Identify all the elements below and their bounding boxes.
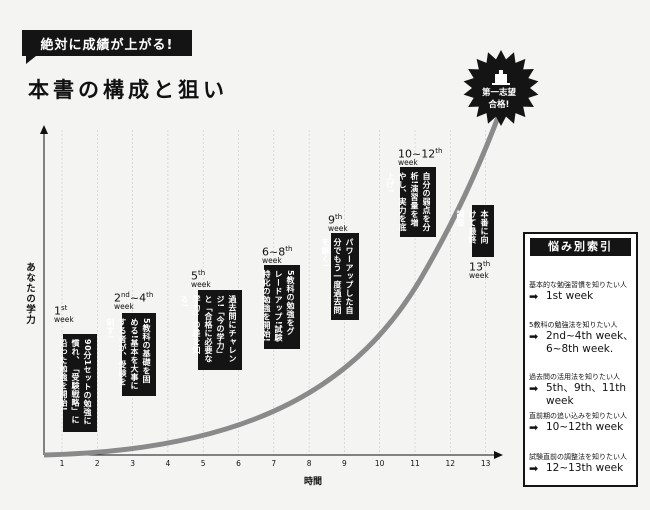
growth-curve <box>43 111 503 458</box>
milestone-note-1: 90分1セットの勉強に慣れ、「受験戦略」に沿った勉強を開始! <box>59 334 97 432</box>
x-tick-label: 3 <box>130 459 135 468</box>
index-item-label: 過去問の活用法を知りたい人 <box>529 373 620 381</box>
week-sup: th <box>335 213 343 221</box>
milestone-note-9: パワーアップした自分でもう一度過去問を解く! <box>321 233 359 320</box>
arrow-right-icon: ➡ <box>529 421 539 434</box>
milestone-note-10-12: 自分の弱点を分析!演習量を増やし、実力を底上げ! <box>386 167 436 237</box>
index-item-label: 基本的な勉強習慣を知りたい人 <box>529 281 627 289</box>
x-tick-label: 4 <box>165 459 171 468</box>
week-num: 6 <box>262 245 269 259</box>
y-axis-label: あなたの学力 <box>24 262 35 325</box>
week-unit: week <box>469 270 489 280</box>
week-sup2: th <box>146 291 154 299</box>
index-panel: 悩み別索引 <box>523 232 638 487</box>
goal-line2: 合格! <box>488 100 510 110</box>
arrow-right-icon: ➡ <box>529 462 539 475</box>
week-num: 9 <box>328 213 335 227</box>
x-tick-label: 11 <box>410 459 420 468</box>
index-title: 悩み別索引 <box>530 238 631 256</box>
x-tick-label: 12 <box>445 459 456 468</box>
week-label-10-12: 10~12th week <box>398 148 442 166</box>
milestone-note-13: 本番に向けて最終調整 <box>456 205 494 257</box>
week-sup2: th <box>285 245 293 253</box>
x-tick-label: 13 <box>480 459 491 468</box>
week-num: 10 <box>398 147 412 161</box>
x-tick-label: 2 <box>94 459 100 468</box>
week-num: 13 <box>469 260 483 274</box>
index-item-value: 1st week <box>546 290 594 302</box>
arrow-right-icon: ➡ <box>529 290 539 303</box>
week-label-9: 9th week <box>328 214 348 232</box>
week-unit: week <box>114 301 134 311</box>
milestone-note-6-8: 5教科の勉強をグレードアップ!試験特化の勉強を開始! <box>262 265 300 349</box>
week-num2: 8 <box>278 245 286 259</box>
page-title: 本書の構成と狙い <box>28 78 228 102</box>
week-label-13: 13th week <box>469 261 490 279</box>
week-sep: ~ <box>412 147 422 161</box>
week-unit: week <box>398 157 418 167</box>
week-unit: week <box>262 255 282 265</box>
week-sup2: th <box>435 147 443 155</box>
index-item-label: 試験直前の調整法を知りたい人 <box>529 453 627 461</box>
x-tick-label: 9 <box>342 459 347 468</box>
x-axis-arrow-icon <box>494 451 503 459</box>
arrow-right-icon: ➡ <box>529 382 539 395</box>
week-num: 5 <box>191 269 198 283</box>
week-sup: st <box>61 304 68 312</box>
week-sep: ~ <box>129 291 140 305</box>
x-tick-label: 5 <box>200 459 206 468</box>
week-label-1: 1st week <box>54 305 74 323</box>
x-axis-label: 時間 <box>304 477 323 487</box>
week-unit: week <box>191 279 211 289</box>
x-tick-label: 6 <box>236 459 241 468</box>
week-num2: 4 <box>139 291 147 305</box>
x-tick-label: 10 <box>374 459 385 468</box>
index-item-value: 5th、9th、11th week <box>546 382 627 407</box>
week-sep: ~ <box>269 245 279 259</box>
index-item-value: 2nd~4th week、6~8th week. <box>546 330 634 355</box>
building-icon <box>492 70 510 85</box>
goal-line1: 第一志望 <box>481 88 516 98</box>
arrow-right-icon: ➡ <box>529 330 539 343</box>
index-item-label: 5教科の勉強法を知りたい人 <box>529 321 618 329</box>
week-label-6-8: 6~8th week <box>262 246 292 264</box>
week-unit: week <box>328 223 348 233</box>
goal-label: 第一志望 合格! <box>474 87 524 111</box>
week-sup: th <box>198 269 206 277</box>
x-tick-label: 7 <box>271 459 277 468</box>
milestone-note-2-4: 5教科の基礎を固める!基本を大事にする者が、受験を制す! <box>106 313 156 396</box>
index-item-label: 直前期の追い込みを知りたい人 <box>529 412 627 420</box>
milestone-note-5: 過去問にチャレンジ!「今の学力」と「合格に必要な学力」の差を知る! <box>180 290 242 370</box>
x-tick-label: 1 <box>59 459 65 468</box>
week-num: 1 <box>54 304 61 318</box>
y-axis-arrow-icon <box>40 125 48 134</box>
x-tick-label: 8 <box>306 459 312 468</box>
week-unit: week <box>54 314 74 324</box>
week-num: 2 <box>114 291 121 305</box>
week-label-2-4: 2nd~4th week <box>114 292 153 310</box>
index-item-value: 10~12th week <box>546 421 624 433</box>
week-sup: th <box>483 260 491 268</box>
badge-tail <box>26 56 36 64</box>
week-num2: 12 <box>421 147 436 161</box>
header-badge: 絶対に成績が上がる! <box>22 30 192 56</box>
starburst-icon <box>463 50 539 126</box>
week-sup: nd <box>121 291 130 299</box>
index-item-value: 12~13th week <box>546 462 624 474</box>
week-label-5: 5th week <box>191 270 211 288</box>
